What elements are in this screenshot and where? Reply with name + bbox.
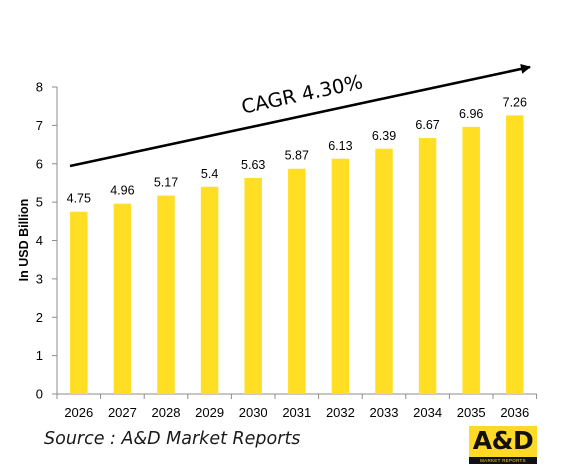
bar-2036 <box>506 115 524 395</box>
bar-2033 <box>375 148 393 394</box>
y-tick-label: 8 <box>36 80 43 95</box>
data-label-2035: 6.96 <box>459 107 483 121</box>
bar-2027 <box>113 203 132 394</box>
bar-2028 <box>157 195 175 394</box>
x-tick-label-2028: 2028 <box>152 405 181 420</box>
x-tick-label-2031: 2031 <box>282 405 311 420</box>
data-label-2027: 4.96 <box>110 184 134 198</box>
x-tick-label-2033: 2033 <box>370 405 399 420</box>
y-tick-label: 5 <box>36 195 43 210</box>
x-tick-label-2026: 2026 <box>64 405 93 420</box>
bar-2030 <box>244 177 262 394</box>
x-tick-label-2032: 2032 <box>326 405 355 420</box>
data-labels: 4.75 4.96 5.17 5.4 5.63 5.87 6.13 6.39 6.67 6.96 7… <box>67 95 527 205</box>
logo-subtext: MARKET REPORTS <box>469 457 537 464</box>
x-tick-label-2035: 2035 <box>457 405 486 420</box>
data-label-2028: 5.17 <box>154 176 178 190</box>
bars <box>70 115 524 395</box>
data-label-2036: 7.26 <box>503 95 527 109</box>
y-tick-label: 2 <box>36 310 43 325</box>
logo-text: A&D <box>472 426 534 455</box>
y-tick-label: 3 <box>36 271 43 286</box>
data-label-2033: 6.39 <box>372 129 396 143</box>
data-label-2026: 4.75 <box>67 192 91 206</box>
x-tick-label-2036: 2036 <box>500 405 529 420</box>
y-tick-label: 0 <box>36 387 43 402</box>
data-label-2030: 5.63 <box>241 158 265 172</box>
cagr-label: CAGR 4.30% <box>239 70 365 118</box>
axes: 0 1 2 3 4 5 6 7 8 2026 2027 2028 2029 2030 2031 2032 203… <box>36 80 538 420</box>
bar-2031 <box>288 168 306 394</box>
source-note: Source : A&D Market Reports <box>44 429 301 449</box>
y-axis-title: In USD Billion <box>17 199 31 282</box>
bar-2029 <box>200 186 219 394</box>
data-label-2029: 5.4 <box>201 167 218 181</box>
data-label-2034: 6.67 <box>415 118 439 132</box>
y-tick-label: 6 <box>36 156 43 171</box>
x-tick-label-2030: 2030 <box>239 405 268 420</box>
y-tick-label: 7 <box>36 118 43 133</box>
y-tick-label: 4 <box>36 233 43 248</box>
x-tick-label-2034: 2034 <box>413 405 442 420</box>
bar-2026 <box>70 211 88 394</box>
x-tick-label-2027: 2027 <box>108 405 137 420</box>
y-tick-label: 1 <box>36 348 43 363</box>
bar-2035 <box>462 126 480 394</box>
cagr-trend-arrow <box>69 64 531 168</box>
bar-2032 <box>331 158 350 394</box>
brand-logo: A&D MARKET REPORTS <box>469 426 537 464</box>
data-label-2031: 5.87 <box>285 149 309 163</box>
x-tick-label-2029: 2029 <box>195 405 224 420</box>
bar-2034 <box>418 138 437 394</box>
data-label-2032: 6.13 <box>328 139 352 153</box>
